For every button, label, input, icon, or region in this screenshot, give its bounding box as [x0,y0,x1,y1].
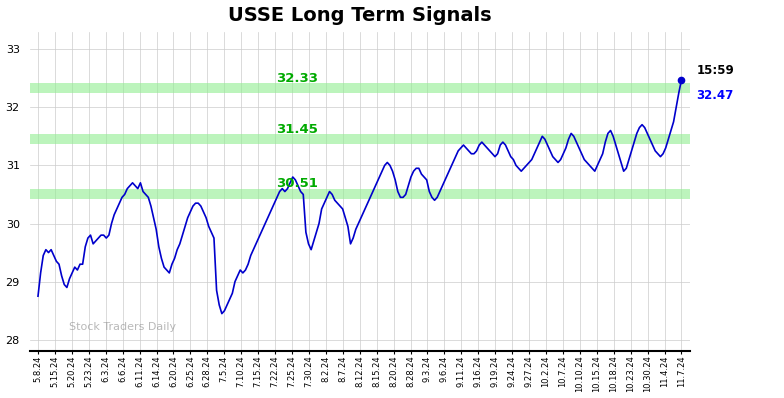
Text: 32.47: 32.47 [696,89,734,102]
Text: 15:59: 15:59 [696,64,735,76]
Text: 32.33: 32.33 [276,72,318,84]
Text: 30.51: 30.51 [276,178,318,190]
Text: Stock Traders Daily: Stock Traders Daily [69,322,176,332]
Bar [30,83,690,93]
Bar [30,134,690,144]
Text: 31.45: 31.45 [276,123,318,136]
Title: USSE Long Term Signals: USSE Long Term Signals [228,6,492,25]
Bar [30,189,690,199]
